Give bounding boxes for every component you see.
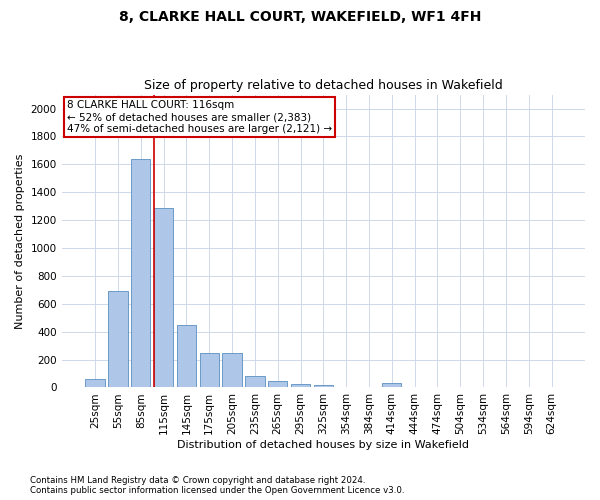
Bar <box>154 208 173 388</box>
Bar <box>177 324 196 388</box>
Bar <box>268 381 287 388</box>
Text: Contains HM Land Registry data © Crown copyright and database right 2024.
Contai: Contains HM Land Registry data © Crown c… <box>30 476 404 495</box>
Bar <box>314 384 333 388</box>
Bar <box>382 384 401 388</box>
X-axis label: Distribution of detached houses by size in Wakefield: Distribution of detached houses by size … <box>178 440 469 450</box>
Bar <box>85 379 105 388</box>
Bar <box>223 352 242 388</box>
Text: 8, CLARKE HALL COURT, WAKEFIELD, WF1 4FH: 8, CLARKE HALL COURT, WAKEFIELD, WF1 4FH <box>119 10 481 24</box>
Bar <box>108 291 128 388</box>
Bar <box>200 352 219 388</box>
Y-axis label: Number of detached properties: Number of detached properties <box>15 154 25 328</box>
Bar <box>245 376 265 388</box>
Bar <box>131 158 151 388</box>
Text: 8 CLARKE HALL COURT: 116sqm
← 52% of detached houses are smaller (2,383)
47% of : 8 CLARKE HALL COURT: 116sqm ← 52% of det… <box>67 100 332 134</box>
Title: Size of property relative to detached houses in Wakefield: Size of property relative to detached ho… <box>144 79 503 92</box>
Bar <box>291 384 310 388</box>
